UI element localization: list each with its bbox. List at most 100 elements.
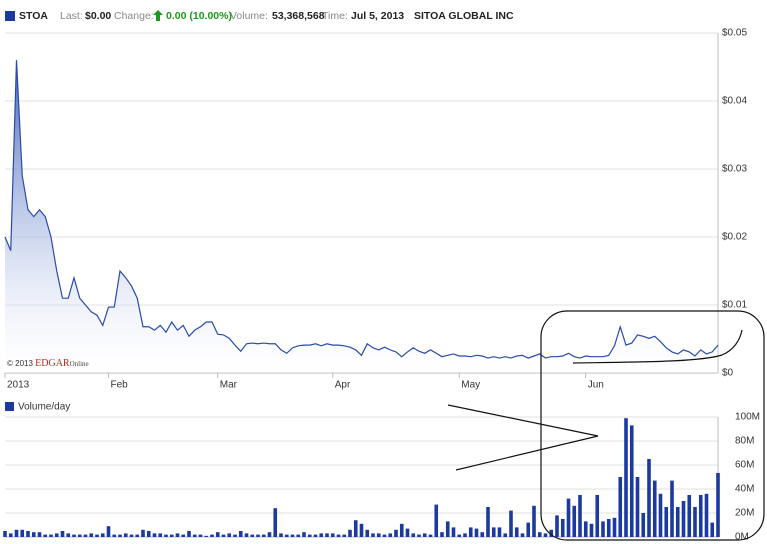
volume-bar: [376, 533, 381, 537]
volume-bar: [100, 533, 105, 537]
volume-bar: [365, 529, 370, 537]
volume-bar: [49, 534, 53, 537]
legend-label: Volume/day: [18, 402, 70, 413]
x-tick-label: 2013: [7, 380, 30, 391]
volume-bar: [670, 480, 674, 537]
volume-bar: [514, 527, 519, 537]
price-line: [4, 60, 719, 359]
volume-bar: [77, 534, 82, 537]
volume-bar: [95, 534, 99, 537]
volume-bar: [399, 523, 404, 537]
y-tick-label: 0M: [735, 532, 749, 543]
volume-bar: [624, 418, 628, 537]
volume-bar: [388, 533, 393, 537]
volume-bar: [302, 532, 306, 537]
volume-bar: [353, 520, 358, 537]
volume-bar: [66, 533, 71, 537]
volume-bar: [129, 534, 134, 537]
symbol: STOA: [19, 10, 48, 22]
volume-bar: [204, 535, 209, 537]
label: Last:: [60, 10, 83, 22]
volume-bar: [440, 532, 444, 537]
volume-bar: [238, 531, 243, 537]
y-tick-label: $0.04: [722, 96, 747, 107]
volume-bar: [457, 534, 462, 537]
volume-bar: [606, 519, 611, 537]
volume-bar: [233, 534, 237, 537]
volume-bar: [566, 498, 571, 537]
volume-bar: [348, 529, 352, 537]
y-tick-label: $0.01: [722, 300, 747, 311]
volume-bar: [411, 533, 416, 537]
volume-bar: [26, 531, 30, 537]
volume-bar: [687, 495, 692, 537]
x-tick-label: Jun: [588, 380, 604, 391]
volume-bar: [698, 495, 703, 537]
value: 0.00 (10.00%): [166, 10, 232, 22]
volume-bar: [284, 534, 289, 537]
value: $0.00: [85, 10, 111, 22]
source: EDGAR: [35, 358, 70, 369]
volume-bar: [693, 507, 697, 537]
volume-bar: [187, 531, 191, 537]
volume-bar: [169, 534, 174, 537]
volume-bar: [244, 533, 249, 537]
volume-bar: [14, 529, 19, 537]
volume-bar: [313, 534, 318, 537]
volume-bar: [635, 477, 640, 537]
y-tick-label: $0: [722, 368, 734, 379]
volume-bar: [589, 523, 594, 537]
volume-bar: [72, 534, 76, 537]
volume-bar: [290, 534, 295, 537]
volume-bar: [256, 534, 260, 537]
y-tick-label: 20M: [735, 508, 754, 519]
highlight-box: [540, 310, 765, 541]
volume-bar: [198, 534, 203, 537]
x-tick-label: Feb: [111, 380, 129, 391]
volume-bar: [279, 533, 283, 537]
x-tick-label: Apr: [335, 380, 351, 391]
y-tick-label: $0.03: [722, 164, 747, 175]
volume-bar: [146, 531, 151, 537]
up-arrow: [153, 10, 163, 21]
volume-bar: [112, 534, 117, 537]
volume-bar: [434, 504, 439, 537]
y-tick-label: $0.05: [722, 28, 747, 39]
volume-bar: [675, 507, 680, 537]
label: Time:: [322, 10, 348, 22]
volume-bar: [463, 533, 467, 537]
volume-bar: [601, 521, 605, 537]
label: Change:: [114, 10, 154, 22]
volume-bar: [307, 534, 312, 537]
x-tick-label: May: [461, 380, 480, 391]
y-tick-label: 80M: [735, 436, 754, 447]
volume-bar: [210, 534, 214, 537]
header: STOA Last: $0.00 Change: 0.00 (10.00%) V…: [5, 10, 514, 22]
volume-bar: [428, 534, 433, 537]
volume-bar: [261, 534, 266, 537]
volume-bar: [509, 510, 513, 537]
volume-bar: [503, 533, 508, 537]
volume-bar: [704, 493, 709, 537]
volume-bar: [595, 495, 600, 537]
volume-bar: [491, 527, 496, 537]
volume-bar: [8, 533, 13, 537]
volume-bar: [31, 532, 36, 537]
volume-bar: [497, 527, 502, 537]
volume-bar: [336, 534, 341, 537]
volume-bar: [221, 534, 226, 537]
volume-bar: [612, 517, 617, 537]
volume-bar: [359, 523, 364, 537]
plot: $0 $0.01 $0.02 $0.03 $0.04 $0.05 2013 Feb Mar Apr…: [3, 28, 760, 543]
legend-swatch: [5, 11, 15, 21]
y-tick-label: 40M: [735, 484, 754, 495]
volume-bar: [445, 521, 450, 537]
volume-bar: [135, 534, 140, 537]
trend-curve: [572, 329, 743, 364]
volume-bar: [371, 533, 375, 537]
volume-bar: [123, 533, 128, 537]
volume-bar: [330, 533, 335, 537]
volume-bar: [468, 527, 473, 537]
volume-bar: [647, 459, 651, 537]
volume-bar: [537, 532, 542, 537]
